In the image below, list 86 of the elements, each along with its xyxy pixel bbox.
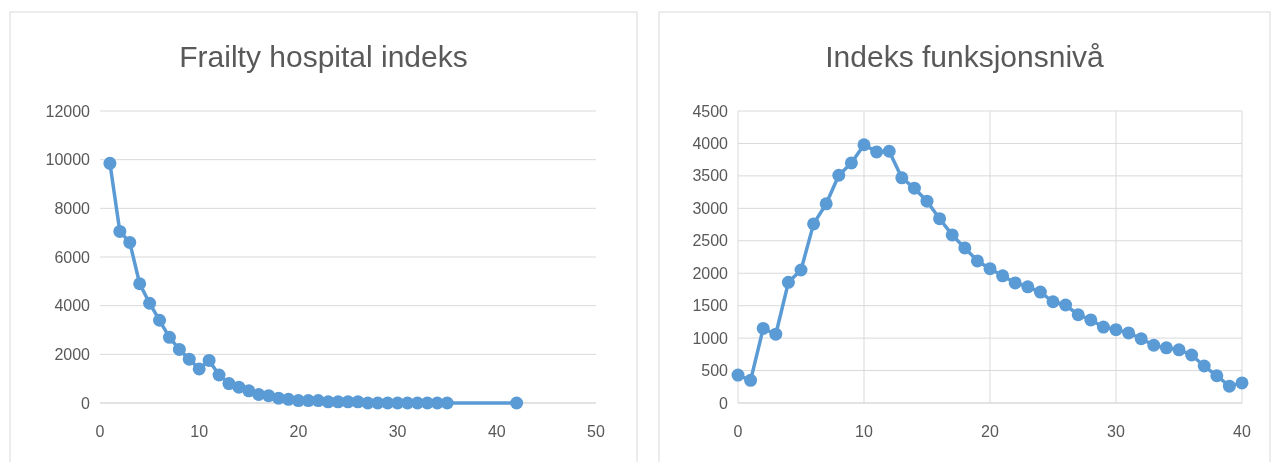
point: [920, 194, 934, 208]
point: [123, 235, 137, 249]
y-tick-label: 3000: [692, 199, 729, 217]
point: [857, 138, 871, 152]
x-tick-label: 10: [190, 423, 209, 440]
point: [1084, 313, 1098, 327]
point: [744, 373, 758, 387]
point: [832, 168, 846, 182]
point: [1159, 341, 1173, 355]
point: [162, 330, 176, 344]
y-tick-label: 1500: [692, 297, 729, 315]
y-tick-label: 2000: [54, 345, 91, 363]
point: [222, 377, 236, 391]
y-tick-label: 2000: [692, 264, 729, 282]
point: [769, 327, 783, 341]
point: [945, 228, 959, 242]
point: [983, 262, 997, 276]
y-tick-label: 3500: [692, 167, 729, 185]
point: [1235, 376, 1249, 390]
point: [212, 368, 226, 382]
point: [1096, 320, 1110, 334]
y-tick-label: 1000: [692, 329, 729, 347]
chart-title: Frailty hospital indeks: [179, 40, 468, 73]
chart-title: Indeks funksjonsnivå: [825, 40, 1105, 73]
point: [1109, 323, 1123, 337]
y-tick-label: 4000: [54, 297, 91, 315]
point: [907, 181, 921, 195]
point: [794, 263, 808, 277]
point: [182, 352, 196, 366]
x-tick-label: 10: [855, 423, 873, 440]
x-tick-label: 20: [981, 423, 999, 440]
point: [1210, 369, 1224, 383]
y-tick-label: 8000: [54, 199, 91, 217]
point: [440, 396, 454, 410]
y-tick-label: 10000: [45, 151, 91, 169]
y-tick-label: 12000: [45, 102, 91, 120]
x-tick-label: 20: [289, 423, 308, 440]
x-tick-label: 30: [388, 423, 407, 440]
point: [781, 275, 795, 289]
point: [970, 254, 984, 268]
point: [1197, 359, 1211, 373]
y-tick-label: 4500: [692, 102, 729, 120]
x-tick-label: 40: [1233, 423, 1251, 440]
point: [996, 269, 1010, 283]
point: [882, 144, 896, 158]
point: [756, 321, 770, 335]
point: [1222, 379, 1236, 393]
point: [1185, 348, 1199, 362]
point: [192, 362, 206, 376]
point: [895, 171, 909, 185]
y-tick-label: 0: [719, 394, 729, 412]
x-tick-label: 30: [1107, 423, 1125, 440]
point: [133, 277, 147, 291]
point: [1059, 298, 1073, 312]
point: [933, 212, 947, 226]
y-tick-label: 500: [701, 362, 729, 380]
point: [819, 197, 833, 211]
x-tick-label: 50: [587, 423, 605, 440]
x-tick-label: 0: [733, 423, 743, 440]
point: [1021, 280, 1035, 294]
point: [870, 145, 884, 159]
x-tick-label: 40: [487, 423, 506, 440]
point: [1008, 276, 1022, 290]
point: [113, 224, 127, 238]
y-tick-label: 6000: [54, 248, 91, 266]
x-tick-label: 0: [95, 423, 105, 440]
point: [202, 353, 216, 367]
point: [1134, 332, 1148, 346]
y-tick-label: 4000: [692, 135, 729, 153]
point: [1071, 308, 1085, 322]
point: [958, 241, 972, 255]
point: [153, 313, 167, 327]
point: [807, 217, 821, 231]
point: [1122, 326, 1136, 340]
point: [1147, 338, 1161, 352]
point: [844, 156, 858, 170]
point: [172, 342, 186, 356]
point: [731, 368, 745, 382]
y-tick-label: 2500: [692, 232, 729, 250]
point: [1033, 285, 1047, 299]
point: [1046, 295, 1060, 309]
point: [103, 156, 117, 170]
point: [143, 296, 157, 310]
y-tick-label: 0: [81, 394, 91, 412]
point: [1172, 343, 1186, 357]
point: [510, 396, 524, 410]
